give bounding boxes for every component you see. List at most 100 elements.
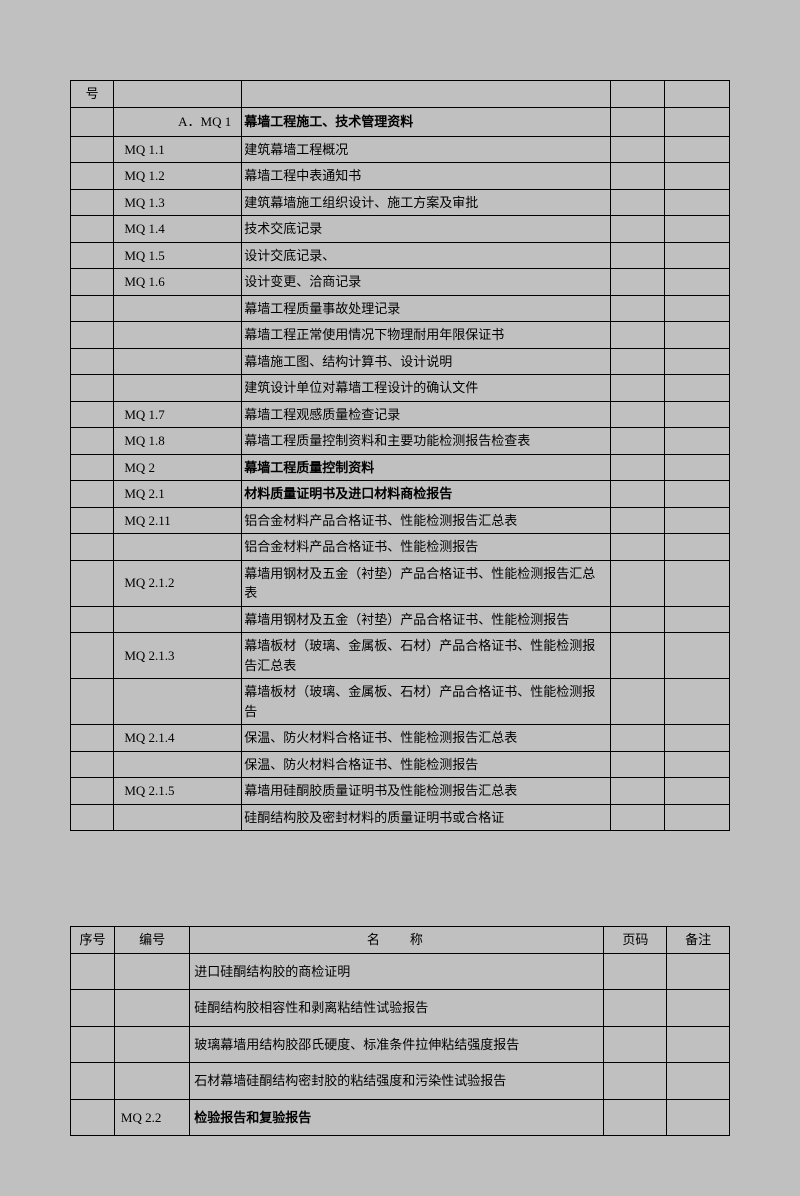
cell-name: 幕墙工程观感质量检查记录 [242, 401, 611, 428]
cell-note [664, 804, 729, 831]
cell-seq [71, 1063, 115, 1100]
cell-code [114, 375, 242, 402]
cell-code: MQ 1.1 [114, 136, 242, 163]
table-row: MQ 2.1.5幕墙用硅酮胶质量证明书及性能检测报告汇总表 [71, 778, 730, 805]
cell-note [664, 751, 729, 778]
cell-code [114, 953, 189, 990]
cell-note [667, 1063, 730, 1100]
table-row: MQ 1.3建筑幕墙施工组织设计、施工方案及审批 [71, 189, 730, 216]
cell-seq [71, 606, 114, 633]
cell-note [667, 1026, 730, 1063]
cell-page [610, 751, 664, 778]
cell-name: 幕墙工程质量事故处理记录 [242, 295, 611, 322]
cell-code: MQ 2.1.5 [114, 778, 242, 805]
table-row: MQ 2.1.4保温、防火材料合格证书、性能检测报告汇总表 [71, 725, 730, 752]
cell-code: MQ 2.1.4 [114, 725, 242, 752]
cell-code: MQ 1.2 [114, 163, 242, 190]
cell-note [664, 136, 729, 163]
cell-page [610, 606, 664, 633]
cell-note [664, 428, 729, 455]
table-1: 号 A．MQ 1 幕墙工程施工、技术管理资料 MQ 1.1建筑幕墙工程概况MQ … [70, 80, 730, 831]
table-row: 玻璃幕墙用结构胶邵氏硬度、标准条件拉伸粘结强度报告 [71, 1026, 730, 1063]
table-row: 铝合金材料产品合格证书、性能检测报告 [71, 534, 730, 561]
cell-code: MQ 1.8 [114, 428, 242, 455]
cell-name: 保温、防火材料合格证书、性能检测报告 [242, 751, 611, 778]
header-code [114, 81, 242, 108]
cell-code [114, 804, 242, 831]
cell-note [664, 454, 729, 481]
cell-seq [71, 322, 114, 349]
cell-page [610, 401, 664, 428]
cell-seq [71, 454, 114, 481]
cell-page [604, 990, 667, 1027]
table-row: 幕墙工程正常使用情况下物理耐用年限保证书 [71, 322, 730, 349]
cell-code [114, 348, 242, 375]
cell-seq [71, 534, 114, 561]
cell-page [610, 242, 664, 269]
cell-code [114, 606, 242, 633]
cell-name: 设计变更、洽商记录 [242, 269, 611, 296]
cell-note [664, 163, 729, 190]
cell-seq [71, 295, 114, 322]
cell-page [610, 534, 664, 561]
header-name [242, 81, 611, 108]
cell-page [604, 1026, 667, 1063]
table-row: MQ 2.1.2幕墙用钢材及五金（衬垫）产品合格证书、性能检测报告汇总表 [71, 560, 730, 606]
header-seq: 号 [71, 81, 114, 108]
cell-seq [71, 428, 114, 455]
cell-page [610, 322, 664, 349]
table-row: 进口硅酮结构胶的商检证明 [71, 953, 730, 990]
cell-note [664, 606, 729, 633]
cell-seq [71, 679, 114, 725]
cell-seq [71, 725, 114, 752]
cell-page [610, 481, 664, 508]
cell-name: 设计交底记录、 [242, 242, 611, 269]
cell-name: 幕墙板材（玻璃、金属板、石材）产品合格证书、性能检测报告汇总表 [242, 633, 611, 679]
table-row: MQ 1.6设计变更、洽商记录 [71, 269, 730, 296]
cell-code [114, 1063, 189, 1100]
cell-seq [71, 990, 115, 1027]
cell-note [664, 242, 729, 269]
cell-page [610, 375, 664, 402]
cell-page [610, 428, 664, 455]
cell-seq [71, 804, 114, 831]
table-row: 石材幕墙硅酮结构密封胶的粘结强度和污染性试验报告 [71, 1063, 730, 1100]
cell-name: 硅酮结构胶相容性和剥离粘结性试验报告 [190, 990, 604, 1027]
cell-note [664, 560, 729, 606]
cell-note [664, 375, 729, 402]
table-row: MQ 1.8幕墙工程质量控制资料和主要功能检测报告检查表 [71, 428, 730, 455]
cell-seq [71, 1099, 115, 1136]
cell-seq [71, 216, 114, 243]
cell-page [610, 189, 664, 216]
cell-seq [71, 136, 114, 163]
cell-name: 铝合金材料产品合格证书、性能检测报告汇总表 [242, 507, 611, 534]
cell-name: 检验报告和复验报告 [190, 1099, 604, 1136]
cell-code [114, 679, 242, 725]
table-row: 幕墙用钢材及五金（衬垫）产品合格证书、性能检测报告 [71, 606, 730, 633]
cell-code [114, 534, 242, 561]
cell-code: MQ 1.3 [114, 189, 242, 216]
table-row: 幕墙施工图、结构计算书、设计说明 [71, 348, 730, 375]
cell-page [610, 804, 664, 831]
cell-seq [71, 560, 114, 606]
header-seq: 序号 [71, 927, 115, 954]
cell-note [664, 189, 729, 216]
cell-name: 硅酮结构胶及密封材料的质量证明书或合格证 [242, 804, 611, 831]
table-row: 幕墙工程质量事故处理记录 [71, 295, 730, 322]
cell-page [610, 295, 664, 322]
cell-page [610, 269, 664, 296]
cell-name: 幕墙施工图、结构计算书、设计说明 [242, 348, 611, 375]
cell-seq [71, 507, 114, 534]
cell-page [604, 1099, 667, 1136]
table-row: 幕墙板材（玻璃、金属板、石材）产品合格证书、性能检测报告 [71, 679, 730, 725]
cell-name: 材料质量证明书及进口材料商检报告 [242, 481, 611, 508]
cell-code: MQ 2.11 [114, 507, 242, 534]
cell-page [610, 725, 664, 752]
table-row: 保温、防火材料合格证书、性能检测报告 [71, 751, 730, 778]
cell-note [664, 633, 729, 679]
cell-code: MQ 1.4 [114, 216, 242, 243]
cell-note [664, 269, 729, 296]
cell-code: MQ 1.5 [114, 242, 242, 269]
cell-name: 幕墙用硅酮胶质量证明书及性能检测报告汇总表 [242, 778, 611, 805]
table-row: 建筑设计单位对幕墙工程设计的确认文件 [71, 375, 730, 402]
